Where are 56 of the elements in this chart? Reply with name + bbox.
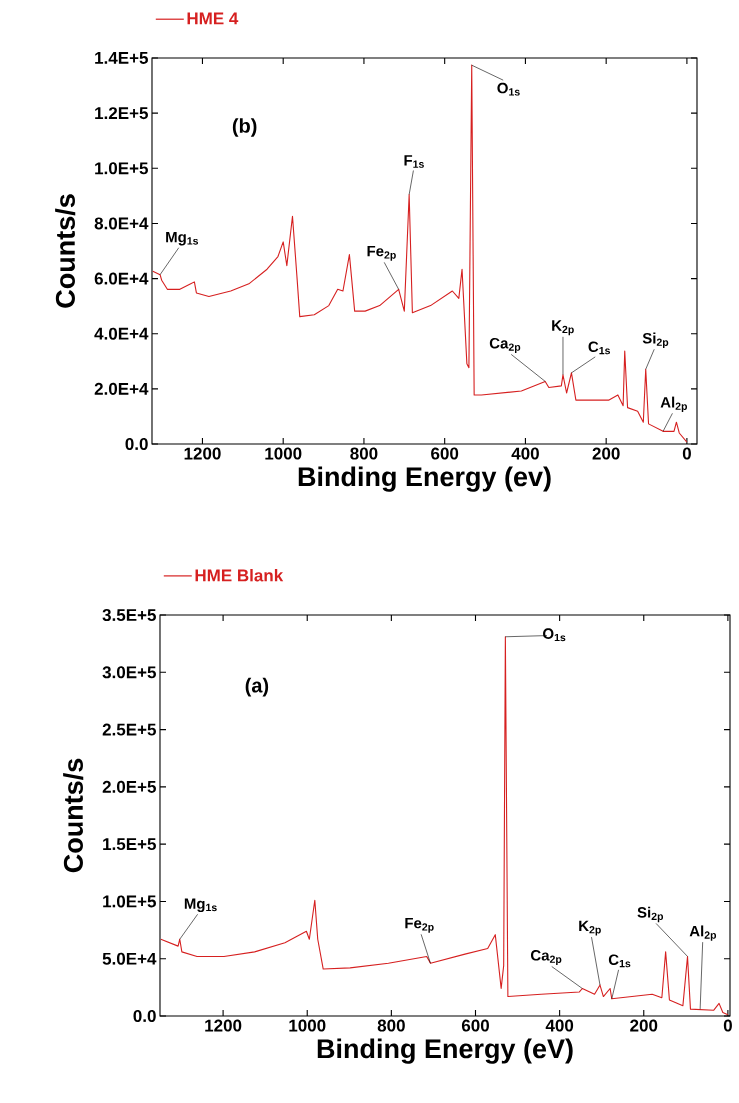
- y-tick-label: 1.5E+5: [103, 838, 156, 851]
- x-tick-label: 1000: [289, 1019, 326, 1032]
- y-tick-label: 0.0: [125, 437, 148, 451]
- annotation: Al$_{2p}$: [660, 396, 688, 413]
- annotation: F$_{1s}$: [404, 155, 424, 168]
- annotation: Si$_{2p}$: [642, 332, 669, 348]
- annotation: Ca$_{2p}$: [530, 950, 562, 966]
- x-tick-label: 200: [630, 1019, 658, 1032]
- y-tick-label: 5.0E+4: [102, 952, 157, 965]
- annotation: Ca$_{2p}$: [489, 337, 521, 353]
- x-tick-label: 1200: [184, 447, 221, 460]
- annotation: (a): [245, 677, 269, 697]
- line-series: [152, 64, 688, 443]
- y-tick-label: 1.2E+5: [95, 107, 148, 120]
- x-tick-label: 400: [511, 447, 539, 460]
- annotation: Al$_{2p}$: [689, 925, 717, 941]
- y-tick-label: 4.0E+4: [94, 327, 149, 340]
- x-tick-label: 800: [350, 447, 378, 460]
- x-axis-title: Binding Energy (eV): [317, 1038, 573, 1064]
- annotation: Mg$_{1s}$: [166, 231, 199, 246]
- x-tick-label: 1200: [205, 1019, 242, 1032]
- x-tick-label: 0: [723, 1019, 732, 1032]
- y-tick-label: 2.0E+5: [102, 780, 156, 793]
- x-tick-label: 200: [592, 447, 620, 460]
- y-tick-label: 1.0E+5: [95, 162, 148, 175]
- x-tick-label: 600: [461, 1019, 489, 1032]
- y-tick-label: 2.5E+5: [102, 723, 156, 736]
- annotation: O$_{1s}$: [497, 82, 520, 96]
- y-tick-label: 8.0E+4: [94, 217, 149, 230]
- y-tick-label: 6.0E+4: [94, 272, 149, 285]
- legend-label: HME Blank: [195, 569, 284, 582]
- annotation: (b): [232, 118, 257, 137]
- annotation: Fe$_{2p}$: [367, 245, 396, 261]
- x-tick-label: 400: [545, 1019, 574, 1032]
- x-tick-label: 1000: [265, 447, 302, 460]
- y-tick-label: 2.0E+4: [94, 382, 149, 395]
- annotation: O$_{1s}$: [543, 628, 566, 642]
- annotation: Fe$_{2p}$: [405, 917, 434, 933]
- y-tick-label: 0.0: [133, 1009, 156, 1023]
- annotation: K$_{2p}$: [552, 320, 574, 336]
- annotation: C$_{1s}$: [608, 954, 631, 968]
- annotation: Mg$_{1s}$: [184, 898, 217, 912]
- y-axis-title: Counts/s: [55, 194, 76, 308]
- y-tick-label: 3.0E+5: [102, 666, 156, 679]
- y-axis-title: Counts/s: [63, 758, 84, 873]
- x-tick-label: 600: [431, 447, 459, 460]
- x-tick-label: 800: [377, 1019, 405, 1032]
- y-tick-label: 3.5E+5: [102, 608, 156, 622]
- annotation: K$_{2p}$: [579, 920, 601, 936]
- x-axis-title: Binding Energy (ev): [298, 466, 551, 492]
- y-tick-label: 1.0E+5: [103, 895, 156, 908]
- annotation: Si$_{2p}$: [637, 906, 664, 923]
- x-tick-label: 0: [682, 447, 691, 460]
- legend-label: HME 4: [187, 12, 239, 25]
- y-tick-label: 1.4E+5: [95, 52, 148, 64]
- annotation: C$_{1s}$: [588, 341, 611, 355]
